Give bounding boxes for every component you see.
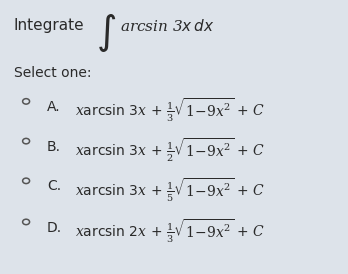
Text: $x$arcsin 3$x$ + $\frac{1}{2}\sqrt{1\!-\!9x^2}$ + $C$: $x$arcsin 3$x$ + $\frac{1}{2}\sqrt{1\!-\… bbox=[75, 137, 265, 164]
Text: Integrate: Integrate bbox=[14, 18, 85, 33]
Text: $x$arcsin 2$x$ + $\frac{1}{3}\sqrt{1\!-\!9x^2}$ + $C$: $x$arcsin 2$x$ + $\frac{1}{3}\sqrt{1\!-\… bbox=[75, 218, 265, 245]
Text: D.: D. bbox=[47, 221, 62, 235]
Text: $x$arcsin 3$x$ + $\frac{1}{5}\sqrt{1\!-\!9x^2}$ + $C$: $x$arcsin 3$x$ + $\frac{1}{5}\sqrt{1\!-\… bbox=[75, 177, 265, 204]
Text: $x$arcsin 3$x$ + $\frac{1}{3}\sqrt{1\!-\!9x^2}$ + $C$: $x$arcsin 3$x$ + $\frac{1}{3}\sqrt{1\!-\… bbox=[75, 97, 265, 124]
Text: $\int$: $\int$ bbox=[96, 12, 116, 54]
Text: A.: A. bbox=[47, 100, 61, 114]
Text: C.: C. bbox=[47, 179, 61, 193]
Text: arcsin 3$x\,dx$: arcsin 3$x\,dx$ bbox=[120, 18, 214, 34]
Text: B.: B. bbox=[47, 140, 61, 154]
Text: Select one:: Select one: bbox=[14, 66, 92, 80]
